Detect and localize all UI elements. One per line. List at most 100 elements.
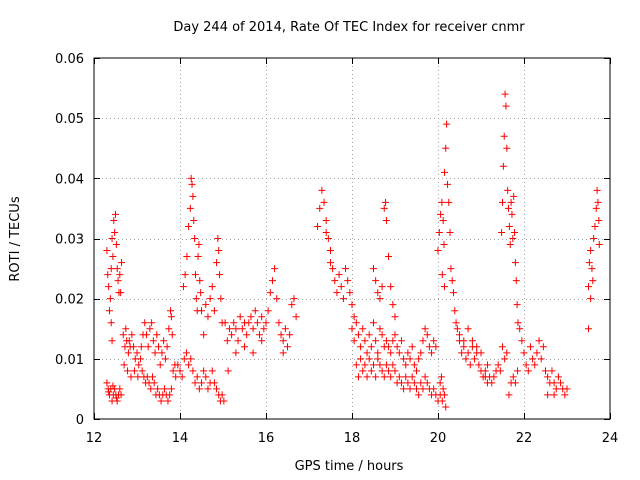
data-point — [417, 379, 425, 387]
x-tick-label: 14 — [172, 431, 189, 446]
data-point — [588, 265, 596, 273]
data-point — [316, 204, 324, 212]
data-point — [413, 385, 420, 393]
data-point — [241, 343, 248, 351]
data-point — [281, 325, 289, 333]
data-point — [595, 216, 603, 224]
data-point — [238, 325, 246, 333]
data-point — [256, 331, 264, 339]
data-point — [438, 271, 446, 279]
data-point — [119, 331, 127, 339]
data-point — [320, 198, 328, 206]
data-point — [410, 379, 418, 387]
data-point — [378, 367, 386, 375]
data-point — [522, 361, 530, 369]
x-tick-label: 20 — [430, 431, 447, 446]
data-point — [514, 319, 522, 327]
data-point — [166, 391, 174, 399]
data-point — [112, 394, 120, 402]
data-point — [249, 349, 257, 357]
data-point — [113, 397, 121, 405]
data-point — [158, 349, 166, 357]
data-point — [144, 343, 152, 351]
data-point — [277, 331, 285, 339]
data-point — [370, 319, 377, 327]
data-point — [202, 301, 210, 309]
data-point — [117, 289, 125, 297]
data-point — [438, 198, 446, 206]
data-point — [167, 385, 175, 393]
data-point — [376, 325, 384, 333]
y-tick-label: 0.06 — [55, 52, 84, 67]
data-point — [524, 367, 532, 375]
data-point — [363, 349, 371, 357]
data-point — [286, 331, 294, 339]
x-tick-label: 16 — [258, 431, 275, 446]
data-point — [481, 367, 489, 375]
data-point — [112, 241, 120, 249]
data-point — [376, 295, 384, 303]
data-point — [218, 391, 226, 399]
data-point — [204, 313, 212, 321]
data-point — [370, 265, 377, 273]
data-point — [210, 379, 218, 387]
data-point — [503, 144, 511, 152]
data-point — [342, 265, 350, 273]
data-point — [206, 295, 214, 303]
data-point — [456, 331, 463, 339]
data-point — [124, 367, 132, 375]
data-point — [141, 319, 149, 327]
data-point — [506, 241, 514, 249]
data-point — [208, 367, 216, 375]
data-point — [189, 367, 197, 375]
data-point — [402, 373, 410, 381]
data-point — [210, 307, 218, 315]
data-point — [439, 385, 447, 393]
data-point — [103, 247, 111, 255]
data-point — [382, 198, 390, 206]
data-point — [496, 367, 504, 375]
data-point — [475, 361, 483, 369]
data-point — [204, 385, 212, 393]
data-point — [202, 373, 210, 381]
data-point — [513, 301, 521, 309]
data-point — [501, 355, 509, 363]
data-point — [260, 325, 268, 333]
data-point — [284, 343, 291, 351]
data-point — [329, 265, 337, 273]
data-point — [550, 391, 558, 399]
data-point — [273, 295, 281, 303]
data-point — [378, 331, 386, 339]
data-point — [535, 337, 543, 345]
data-points — [103, 90, 603, 411]
data-point — [262, 319, 270, 327]
y-axis-label: ROTI / TECUs — [8, 196, 23, 281]
data-point — [228, 331, 236, 339]
data-point — [507, 198, 515, 206]
data-point — [142, 331, 150, 339]
data-point — [264, 307, 272, 315]
data-point — [505, 204, 513, 212]
data-point — [374, 355, 382, 363]
data-point — [103, 379, 111, 387]
data-point — [275, 319, 283, 327]
data-point — [108, 235, 116, 242]
data-point — [352, 361, 360, 369]
data-point — [447, 265, 455, 273]
data-point — [288, 301, 296, 309]
data-point — [333, 289, 341, 297]
data-point — [352, 319, 360, 327]
data-point — [193, 373, 201, 381]
data-point — [404, 349, 412, 357]
data-point — [247, 313, 255, 321]
data-point — [440, 168, 448, 176]
x-axis-label: GPS time / hours — [295, 459, 404, 474]
data-point — [502, 102, 510, 110]
data-point — [594, 198, 602, 206]
data-point — [111, 228, 119, 236]
data-point — [164, 397, 172, 405]
data-point — [361, 337, 369, 345]
data-point — [137, 343, 145, 351]
data-point — [190, 216, 198, 224]
data-point — [501, 90, 509, 98]
